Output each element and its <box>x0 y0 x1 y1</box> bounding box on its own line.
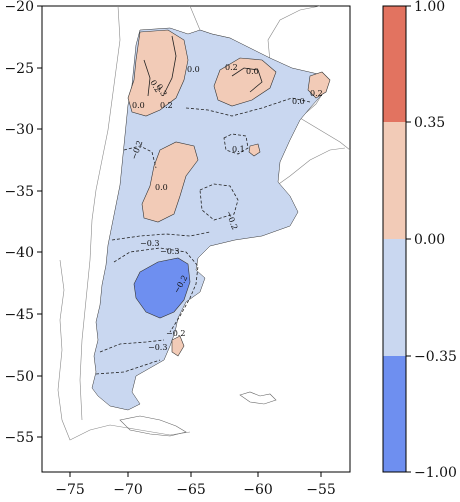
contour-line-neg-far-south <box>95 359 161 375</box>
contour-label: 0.0 <box>292 97 305 106</box>
colorbar-bin-mid-positive <box>383 122 406 239</box>
contour-line-neg-03-outer <box>113 247 199 333</box>
contour-line-neg-north <box>185 97 311 117</box>
contour-line-pos-nc-inner <box>231 67 263 93</box>
colorbar-bin-low <box>383 356 406 472</box>
y-tick-label: −20 <box>4 0 34 15</box>
contour-line-neg-mid <box>111 231 211 241</box>
contour-label: 0.0 <box>155 183 168 192</box>
chile-border-line <box>79 5 121 421</box>
positive-region-northeast <box>307 71 331 99</box>
colorbar-bin-mid-negative <box>383 239 406 356</box>
contour-label: −0.3 <box>148 343 167 352</box>
falkland-islands-outline <box>239 391 277 405</box>
argentina-negative-strong-region <box>133 257 191 319</box>
tierra-del-fuego-outline <box>119 415 187 437</box>
positive-region-central <box>141 141 199 223</box>
positive-region-south <box>171 335 185 357</box>
x-axis: −75 −70 −65 −60 −55 <box>55 472 336 498</box>
contour-label: 0.2 <box>310 89 323 98</box>
map-plot-area: 0.0 0.2 0.3 0.0 0.2 0.2 0.0 0.2 0.0 −0.2… <box>57 5 351 441</box>
positive-region-northwest <box>127 29 189 117</box>
brazil-border-line <box>267 5 321 63</box>
x-tick-label: −60 <box>243 482 273 498</box>
contour-label: 0.0 <box>132 101 145 110</box>
colorbar-bin-high <box>383 6 406 122</box>
colorbar: 1.00 0.35 0.00 −0.35 −1.00 <box>382 0 457 481</box>
x-tick-label: −75 <box>55 482 85 498</box>
y-tick-label: −45 <box>4 307 34 323</box>
contour-line-neg-small-loop <box>223 133 249 155</box>
solid-contours <box>143 35 263 97</box>
y-tick-label: −25 <box>4 61 34 77</box>
contour-line-neg-south <box>99 339 165 353</box>
contour-label: 0.1 <box>232 145 245 154</box>
uruguay-coast-line <box>275 147 346 187</box>
contour-label: −0.3 <box>160 247 179 256</box>
x-tick-label: −55 <box>306 482 336 498</box>
colorbar-tick-label: −0.35 <box>414 349 457 365</box>
positive-region-small-east <box>248 143 261 157</box>
contour-label: 0.0 <box>187 65 200 74</box>
colorbar-tick-label: 0.00 <box>414 232 445 248</box>
contour-label: −0.2 <box>166 329 185 338</box>
dashed-contours <box>95 97 311 375</box>
y-tick-label: −55 <box>4 430 34 446</box>
contour-line-pos-nw-inner-2 <box>143 59 151 97</box>
contour-line-neg-central-east <box>199 183 239 221</box>
y-tick-label: −40 <box>4 245 34 261</box>
contour-line-pos-nw-inner <box>163 35 177 95</box>
x-tick-label: −70 <box>113 482 143 498</box>
contour-label: −0.3 <box>140 239 159 248</box>
y-tick-label: −30 <box>4 122 34 138</box>
positive-region-north-central <box>213 57 277 107</box>
y-tick-label: −35 <box>4 184 34 200</box>
uruguay-border-line <box>299 117 351 151</box>
contour-label: 0.2 <box>160 101 173 110</box>
y-axis: −20 −25 −30 −35 −40 −45 −50 −55 <box>4 0 42 446</box>
contour-label: 0.0 <box>246 67 259 76</box>
colorbar-tick-label: 1.00 <box>414 0 445 15</box>
islands <box>119 391 277 437</box>
chile-coast-line <box>57 259 191 441</box>
colorbar-tick-label: −1.00 <box>414 465 457 481</box>
colorbar-tick-label: 0.35 <box>414 115 445 131</box>
x-tick-label: −65 <box>176 482 206 498</box>
y-tick-label: −50 <box>4 369 34 385</box>
contour-label: 0.2 <box>225 63 238 72</box>
